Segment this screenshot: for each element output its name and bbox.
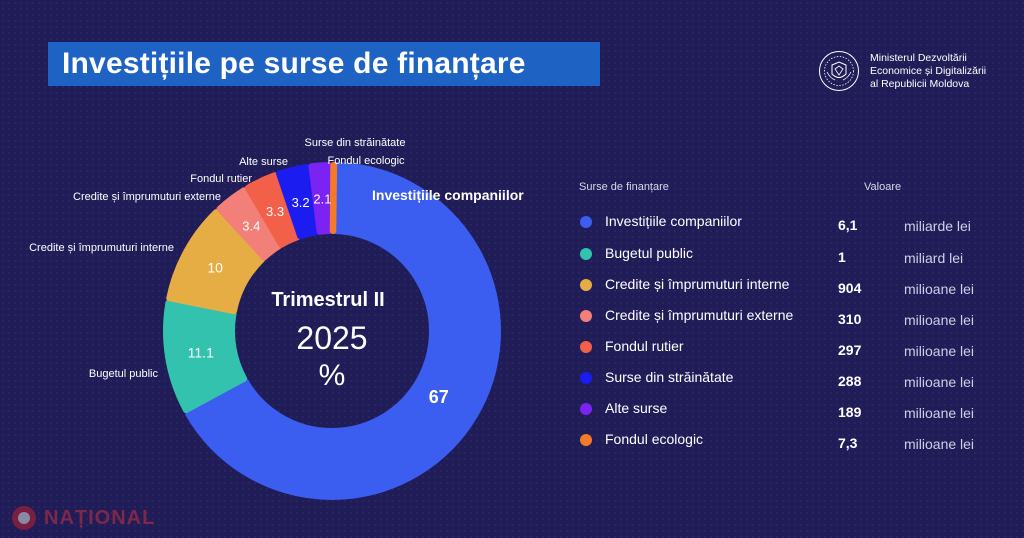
slice-category-label: Fondul rutier xyxy=(190,173,252,185)
ministry-name-line: Ministerul Dezvoltării xyxy=(870,51,967,64)
legend-color-dot xyxy=(580,341,592,353)
slice-value-label: 10 xyxy=(207,259,223,275)
legend-unit: milioane lei xyxy=(904,312,975,328)
legend-label: Alte surse xyxy=(605,400,668,416)
chart-center-year: 2025 xyxy=(296,320,367,356)
legend-unit: milioane lei xyxy=(904,405,975,421)
donut-slice xyxy=(185,162,501,500)
watermark-icon xyxy=(12,506,36,530)
donut-slice xyxy=(163,299,248,414)
legend-header-source: Surse de finanțare xyxy=(579,181,669,193)
legend-label: Surse din străinătate xyxy=(605,369,734,385)
legend-value: 7,3 xyxy=(838,435,858,451)
slice-category-label: Credite și împrumuturi interne xyxy=(29,242,174,254)
legend-label: Credite și împrumuturi externe xyxy=(605,307,794,323)
legend-label: Fondul ecologic xyxy=(605,431,704,447)
slice-value-label: 11.1 xyxy=(188,345,214,361)
legend-value: 288 xyxy=(838,373,862,389)
legend-unit: miliard lei xyxy=(904,250,964,266)
legend-header-value: Valoare xyxy=(864,181,902,193)
slice-category-label: Investițiile companiilor xyxy=(372,187,524,203)
legend-unit: milioane lei xyxy=(904,343,975,359)
legend-value: 6,1 xyxy=(838,217,858,233)
legend-value: 297 xyxy=(838,342,862,358)
legend-row: Fondul rutier 297 milioane lei xyxy=(578,337,978,361)
page-title: Investițiile pe surse de finanțare xyxy=(62,47,526,80)
slice-value-label: 67 xyxy=(429,387,449,407)
watermark-logo: NAȚIONAL xyxy=(12,506,155,530)
slice-category-label: Fondul ecologic xyxy=(327,155,405,167)
ministry-name-line: al Republicii Moldova xyxy=(870,77,970,90)
legend-row: Surse din străinătate 288 milioane lei xyxy=(578,368,978,392)
ministry-seal-icon xyxy=(819,51,859,91)
chart-center-unit: % xyxy=(319,359,346,392)
legend-label: Credite și împrumuturi interne xyxy=(605,276,790,292)
legend-unit: milioane lei xyxy=(904,281,975,297)
legend-value: 189 xyxy=(838,404,862,420)
legend-row: Fondul ecologic 7,3 milioane lei xyxy=(578,430,978,454)
slice-value-label: 3.4 xyxy=(242,218,260,233)
legend-unit: miliarde lei xyxy=(904,218,971,234)
ministry-logo-block: Ministerul Dezvoltării Economice și Digi… xyxy=(818,50,986,92)
legend-row: Investițiile companiilor 6,1 miliarde le… xyxy=(578,212,978,236)
chart-slices xyxy=(163,162,501,500)
legend-value: 904 xyxy=(838,280,862,296)
ministry-name: Ministerul Dezvoltării Economice și Digi… xyxy=(870,52,986,91)
legend-color-dot xyxy=(580,403,592,415)
slice-value-label: 2.1 xyxy=(313,191,331,206)
chart-slice-labels: Investițiile companiilor Bugetul public Cr… xyxy=(29,137,524,380)
legend-label: Investițiile companiilor xyxy=(605,213,742,229)
legend-row: Credite și împrumuturi interne 904 milio… xyxy=(578,275,978,299)
slice-category-label: Alte surse xyxy=(239,156,288,168)
watermark-text: NAȚIONAL xyxy=(44,506,156,529)
legend-unit: milioane lei xyxy=(904,436,975,452)
legend-row: Bugetul public 1 miliard lei xyxy=(578,244,978,268)
legend-row: Alte surse 189 milioane lei xyxy=(578,399,978,423)
legend-color-dot xyxy=(580,372,592,384)
legend-value: 1 xyxy=(838,249,846,265)
chart-center-period: Trimestrul II xyxy=(271,289,384,311)
legend-label: Fondul rutier xyxy=(605,338,684,354)
slice-category-label: Bugetul public xyxy=(89,368,159,380)
legend-color-dot xyxy=(580,434,592,446)
legend-row: Credite și împrumuturi externe 310 milio… xyxy=(578,306,978,330)
title-banner: Investițiile pe surse de finanțare xyxy=(48,42,600,86)
donut-slice xyxy=(329,162,338,235)
legend-unit: milioane lei xyxy=(904,374,975,390)
legend-color-dot xyxy=(580,248,592,260)
slice-value-label: 3.2 xyxy=(292,195,310,210)
legend-color-dot xyxy=(580,279,592,291)
donut-slice xyxy=(166,209,266,315)
legend-label: Bugetul public xyxy=(605,245,693,261)
slice-category-label: Credite și împrumuturi externe xyxy=(73,191,221,203)
slice-category-label: Surse din străinătate xyxy=(305,137,406,149)
legend-color-dot xyxy=(580,310,592,322)
chart-slice-values: 67 11.1 10 3.4 3.3 3.2 2.1 xyxy=(188,191,449,407)
legend-value: 310 xyxy=(838,311,862,327)
slice-value-label: 3.3 xyxy=(266,204,284,219)
legend-color-dot xyxy=(580,216,592,228)
ministry-name-line: Economice și Digitalizării xyxy=(870,64,987,77)
